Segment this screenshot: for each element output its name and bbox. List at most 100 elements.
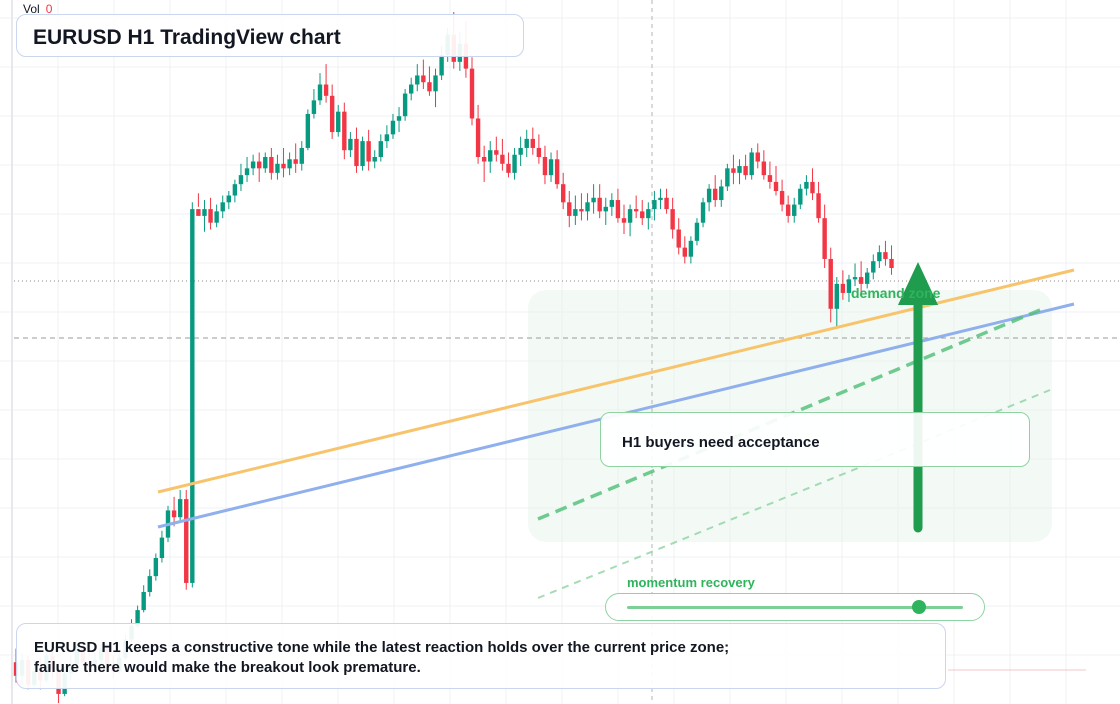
candle-body	[676, 229, 681, 248]
chart-title: EURUSD H1 TradingView chart	[33, 26, 341, 49]
candle-body	[719, 186, 724, 201]
candle-body	[536, 147, 542, 157]
candle-body	[135, 610, 140, 626]
candle-body	[336, 111, 341, 133]
candle-body	[287, 159, 292, 169]
candle-body	[244, 168, 250, 176]
candle-body	[317, 84, 323, 101]
momentum-knob	[912, 600, 927, 614]
candle-body	[871, 261, 876, 273]
candle-body	[743, 166, 748, 176]
candle-body	[889, 258, 894, 269]
candle-body	[567, 202, 572, 216]
candle-body	[366, 141, 371, 162]
candle-body	[627, 209, 633, 223]
candle-body	[688, 240, 694, 257]
candle-body	[792, 204, 797, 216]
candle-body	[810, 181, 815, 194]
candle-body	[846, 279, 852, 293]
candle-body	[700, 202, 706, 223]
candle-body	[421, 75, 426, 83]
candle-body	[713, 188, 718, 201]
candle-body	[171, 510, 177, 518]
candle-body	[798, 188, 803, 205]
candle-body	[226, 195, 231, 203]
candle-body	[299, 147, 304, 164]
candle-body	[548, 159, 554, 176]
candle-body	[518, 147, 523, 155]
candle-body	[329, 95, 335, 133]
candle-body	[858, 277, 864, 284]
candle-body	[591, 197, 596, 203]
candle-body	[354, 138, 359, 167]
candle-body	[664, 197, 669, 210]
candle-body	[439, 55, 444, 76]
candle-body	[883, 252, 888, 259]
candle-body	[433, 75, 438, 92]
candle-body	[311, 100, 317, 114]
candle-body	[214, 211, 219, 223]
candle-body	[281, 163, 286, 169]
candle-body	[737, 166, 742, 173]
candle-body	[621, 218, 627, 223]
candle-body	[305, 113, 311, 148]
candle-body	[761, 161, 767, 176]
callout-box: H1 buyers need acceptance	[600, 412, 1030, 467]
candle-body	[202, 209, 207, 216]
candle-body	[773, 181, 779, 191]
candle-body	[208, 209, 213, 223]
candle-body	[615, 200, 621, 219]
candle-body	[749, 152, 754, 176]
candle-body	[652, 200, 657, 210]
volume-value: 0	[45, 2, 53, 16]
candle-body	[779, 190, 785, 205]
candle-body	[323, 84, 329, 96]
candle-body	[190, 209, 195, 583]
demand-zone-label: demand zone	[851, 285, 941, 301]
candle-body	[348, 138, 353, 151]
candle-body	[524, 138, 529, 148]
candle-body	[561, 184, 566, 203]
candle-body	[293, 159, 298, 164]
candle-body	[828, 258, 833, 309]
callout-text: H1 buyers need acceptance	[622, 434, 820, 451]
candle-body	[372, 156, 377, 162]
candle-body	[609, 200, 615, 207]
candle-body	[865, 272, 870, 284]
candle-body	[804, 181, 809, 189]
candle-body	[682, 247, 687, 257]
candle-body	[506, 163, 511, 173]
candle-body	[481, 156, 487, 162]
candle-body	[275, 163, 280, 173]
candle-body	[153, 558, 159, 577]
candle-body	[427, 82, 432, 92]
candle-body	[755, 152, 760, 162]
candle-body	[159, 537, 165, 559]
candle-body	[494, 150, 499, 155]
candle-body	[147, 576, 152, 592]
candle-body	[706, 188, 712, 203]
candle-body	[232, 184, 238, 196]
momentum-label: momentum recovery	[627, 575, 755, 590]
momentum-bar	[627, 606, 963, 609]
candle-body	[500, 154, 505, 164]
note-text: EURUSD H1 keeps a constructive tone whil…	[34, 639, 730, 676]
candle-body	[384, 134, 390, 142]
candle-body	[834, 283, 839, 309]
candle-body	[238, 175, 244, 185]
candle-body	[269, 156, 274, 173]
candle-body	[250, 161, 256, 169]
candle-body	[469, 68, 475, 119]
candle-body	[257, 161, 262, 169]
candle-body	[378, 141, 383, 157]
candle-body	[877, 252, 882, 262]
candle-body	[220, 202, 225, 212]
candle-body	[597, 197, 602, 212]
candle-body	[785, 204, 791, 216]
candle-body	[409, 84, 414, 94]
momentum-meter	[605, 593, 985, 621]
candle-body	[579, 209, 584, 212]
candle-body	[184, 499, 189, 583]
candle-body	[646, 209, 651, 219]
candle-body	[852, 277, 858, 280]
